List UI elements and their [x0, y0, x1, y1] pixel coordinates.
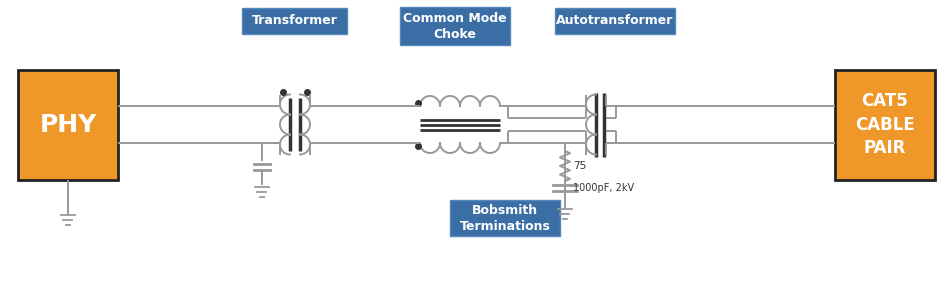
FancyBboxPatch shape [554, 8, 674, 34]
FancyBboxPatch shape [449, 200, 560, 236]
Bar [834, 70, 934, 180]
Text: Common Mode
Choke: Common Mode Choke [403, 12, 506, 40]
Text: CAT5
CABLE
PAIR: CAT5 CABLE PAIR [854, 92, 914, 157]
Text: 75: 75 [572, 161, 585, 171]
FancyBboxPatch shape [400, 7, 509, 45]
Text: Autotransformer: Autotransformer [556, 15, 673, 28]
Text: Bobsmith
Terminations: Bobsmith Terminations [459, 203, 550, 233]
Bar [18, 70, 118, 180]
FancyBboxPatch shape [242, 8, 347, 34]
Text: Transformer: Transformer [251, 15, 338, 28]
Text: PHY: PHY [39, 113, 96, 136]
Text: 1000pF, 2kV: 1000pF, 2kV [572, 183, 633, 193]
